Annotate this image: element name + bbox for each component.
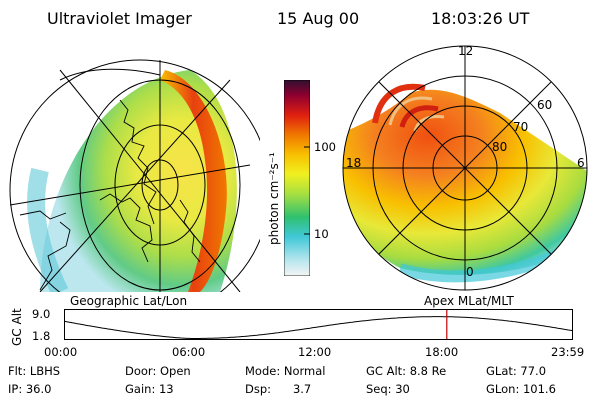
dsp-info: Dsp: 3.7	[245, 382, 312, 396]
altitude-xtick-2: 12:00	[298, 345, 332, 359]
mlt-label-right: 6	[577, 156, 585, 170]
filter-info: Flt: LBHS	[8, 364, 61, 378]
intensity-colorbar	[284, 80, 310, 276]
image-time: 18:03:26 UT	[431, 9, 530, 28]
mlat-label-60: 60	[537, 98, 553, 112]
altitude-plot	[64, 309, 573, 340]
limb-emission-band	[160, 70, 227, 292]
mlt-label-left: 18	[346, 156, 362, 170]
mlt-label-bottom: 0	[466, 265, 474, 279]
altitude-xtick-4: 23:59	[551, 345, 585, 359]
altitude-ylabel: GC Alt	[10, 308, 24, 346]
altitude-xtick-1: 06:00	[172, 345, 206, 359]
ip-info: IP: 36.0	[8, 382, 52, 396]
altitude-xtick-3: 18:00	[425, 345, 459, 359]
glon-info: GLon: 101.6	[486, 382, 556, 396]
colorbar-unit-label: photon cm⁻²s⁻¹	[267, 152, 281, 245]
left-panel-caption: Geographic Lat/Lon	[70, 294, 188, 308]
orbit-altitude-curve	[64, 316, 573, 339]
altitude-ytick-low: 1.8	[32, 329, 51, 343]
right-panel-caption: Apex MLat/MLT	[424, 294, 514, 308]
instrument-title: Ultraviolet Imager	[47, 9, 192, 28]
mode-info: Mode: Normal	[245, 364, 326, 378]
mlat-label-80: 80	[492, 140, 508, 154]
seq-info: Seq: 30	[366, 382, 410, 396]
mlt-label-top: 12	[458, 44, 474, 58]
magnetic-auroral-image	[342, 45, 588, 291]
colorbar-tick-10: 10	[314, 227, 329, 241]
gc-alt-info: GC Alt: 8.8 Re	[366, 364, 447, 378]
altitude-plot-frame	[64, 309, 573, 340]
colorbar-tick-100: 100	[314, 140, 336, 154]
glat-info: GLat: 77.0	[486, 364, 547, 378]
image-date: 15 Aug 00	[277, 9, 360, 28]
mlat-label-70: 70	[513, 120, 529, 134]
gain-info: Gain: 13	[125, 382, 174, 396]
door-info: Door: Open	[125, 364, 191, 378]
altitude-xtick-0: 00:00	[44, 345, 78, 359]
altitude-ytick-high: 9.0	[32, 307, 51, 321]
geographic-auroral-image	[9, 59, 260, 292]
